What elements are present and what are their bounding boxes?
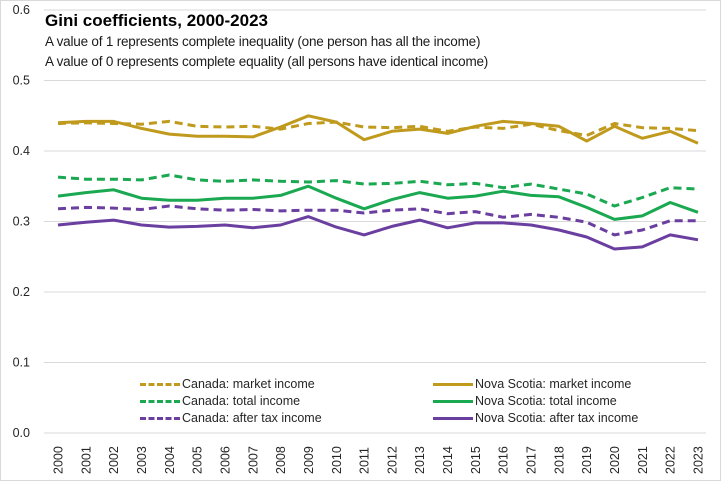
series-line-nova-scotia-total-income [57, 184, 699, 221]
legend-swatch [140, 399, 180, 403]
series-line-nova-scotia-market-income [57, 114, 699, 145]
legend-item-ns-total: Nova Scotia: total income [433, 393, 617, 409]
x-tick-label: 2010 [330, 446, 344, 474]
legend-item-ns-market: Nova Scotia: market income [433, 376, 631, 392]
x-tick-label: 2020 [608, 446, 622, 474]
legend-swatch [433, 382, 473, 386]
series-line-canada-total-income [57, 173, 699, 208]
x-tick-label: 2015 [469, 446, 483, 474]
x-tick-label: 2013 [413, 446, 427, 474]
legend-label: Canada: market income [182, 377, 315, 391]
x-tick-label: 2004 [163, 446, 177, 474]
y-tick-label: 0.0 [13, 426, 30, 440]
y-axis-ticks: 0.0 0.1 0.2 0.3 0.4 0.5 0.6 [13, 3, 30, 440]
legend-label: Nova Scotia: total income [475, 394, 617, 408]
legend-swatch [140, 382, 180, 386]
x-tick-label: 2005 [191, 446, 205, 474]
series-line-canada-after-tax-income [57, 204, 698, 237]
x-tick-label: 2017 [525, 446, 539, 474]
x-tick-label: 2009 [302, 446, 316, 474]
y-tick-label: 0.3 [13, 215, 30, 229]
legend-label: Canada: after tax income [182, 411, 322, 425]
chart-subtitle-inequality: A value of 1 represents complete inequal… [45, 34, 481, 49]
legend-swatch [433, 416, 473, 420]
legend-label: Canada: total income [182, 394, 301, 408]
x-tick-label: 2000 [52, 446, 66, 474]
x-tick-label: 2016 [497, 446, 511, 474]
x-tick-label: 2011 [358, 447, 372, 474]
chart-title: Gini coefficients, 2000-2023 [45, 11, 268, 30]
gridlines [44, 9, 706, 434]
legend-label: Nova Scotia: after tax income [475, 411, 639, 425]
legend-item-canada-total: Canada: total income [140, 393, 300, 409]
y-tick-label: 0.5 [13, 74, 30, 88]
y-tick-label: 0.2 [13, 285, 30, 299]
y-tick-label: 0.1 [13, 356, 30, 370]
x-tick-label: 2022 [664, 446, 678, 474]
x-tick-label: 2002 [107, 446, 121, 474]
x-axis-ticks: 2000 2001 2002 2003 2004 2005 2006 2007 2008 2009… [52, 446, 706, 474]
chart-subtitle-equality: A value of 0 represents complete equalit… [45, 54, 489, 69]
x-tick-label: 2008 [274, 446, 288, 474]
x-tick-label: 2023 [692, 446, 706, 474]
legend-item-canada-aftertax: Canada: after tax income [140, 410, 322, 426]
legend-item-ns-aftertax: Nova Scotia: after tax income [433, 410, 638, 426]
x-tick-label: 2019 [580, 446, 594, 474]
series-lines [57, 114, 699, 251]
legend-swatch [433, 399, 473, 403]
series-line-nova-scotia-after-tax-income [57, 215, 699, 251]
legend-label: Nova Scotia: market income [475, 377, 632, 391]
y-tick-label: 0.6 [13, 3, 30, 17]
legend-swatch [140, 416, 180, 420]
legend-item-canada-market: Canada: market income [140, 376, 315, 392]
x-tick-label: 2021 [636, 446, 650, 474]
series-line-canada-market-income [57, 119, 699, 137]
x-tick-label: 2003 [135, 446, 149, 474]
x-tick-label: 2006 [218, 446, 232, 474]
y-tick-label: 0.4 [13, 144, 30, 158]
x-tick-label: 2001 [79, 446, 93, 474]
x-tick-label: 2012 [385, 446, 399, 474]
x-tick-label: 2014 [441, 446, 455, 474]
x-tick-label: 2018 [552, 446, 566, 474]
x-tick-label: 2007 [246, 446, 260, 474]
